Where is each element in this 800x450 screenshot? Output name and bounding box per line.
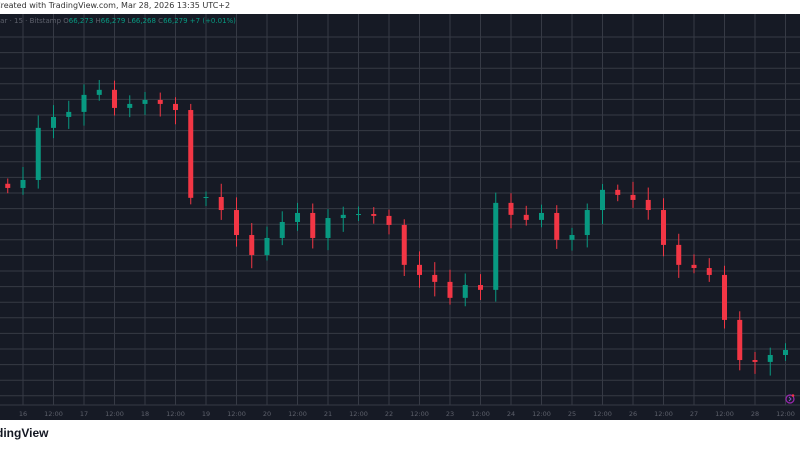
low-value: 66,268 — [131, 17, 156, 25]
x-tick-label: 12:00 — [593, 410, 612, 418]
x-tick-label: 12:00 — [410, 410, 429, 418]
x-tick-label: 17 — [80, 410, 88, 418]
candle-body — [264, 237, 270, 255]
candle-body — [340, 214, 346, 219]
candle-body — [249, 235, 255, 255]
x-tick-label: 12:00 — [471, 410, 490, 418]
candle-body — [218, 196, 224, 211]
candle-body — [554, 212, 560, 240]
candle-body — [584, 210, 590, 236]
magnet-icon[interactable] — [785, 394, 795, 404]
x-tick-label: 12:00 — [105, 410, 124, 418]
candle-body — [157, 99, 163, 104]
grid — [0, 14, 800, 405]
x-tick-label: 12:00 — [349, 410, 368, 418]
candle-body — [142, 99, 148, 104]
x-tick-label: 12:00 — [44, 410, 63, 418]
x-tick-label: 25 — [568, 410, 576, 418]
candle-body — [310, 212, 316, 238]
candle-body — [66, 111, 72, 117]
candle-body — [173, 103, 178, 111]
candle-body — [600, 189, 605, 211]
candle-body — [35, 127, 41, 180]
candle-body — [447, 281, 453, 298]
candle-body — [417, 264, 422, 275]
credit-text: Created with TradingView.com, Mar 28, 20… — [0, 1, 231, 10]
symbol-label: ollar · 15 · Bitstamp — [0, 17, 62, 25]
candle-body — [203, 196, 209, 198]
x-tick-label: 12:00 — [227, 410, 246, 418]
candle-body — [295, 212, 300, 223]
candle-body — [96, 89, 102, 95]
candle-body — [462, 285, 468, 298]
change-value: +7 (+0.01%) — [189, 17, 236, 25]
low-label: L — [127, 17, 132, 25]
x-tick-label: 12:00 — [776, 410, 795, 418]
candle-body — [478, 285, 483, 290]
time-axis[interactable]: 16 12:00 17 12:00 18 12:00 19 12:00 20 12:00 21 12:… — [19, 410, 795, 418]
candle-body — [81, 94, 87, 112]
candle-body — [615, 189, 621, 195]
candle-body — [523, 214, 529, 220]
candle-body — [279, 222, 285, 238]
x-tick-label: 12:00 — [166, 410, 185, 418]
x-tick-label: 12:00 — [288, 410, 307, 418]
candle-body — [737, 319, 743, 361]
open-label: O — [63, 17, 69, 25]
candle-body — [493, 202, 499, 290]
x-tick-label: 21 — [324, 410, 332, 418]
candle-body — [661, 210, 666, 245]
x-tick-label: 12:00 — [532, 410, 551, 418]
x-tick-label: 28 — [751, 410, 759, 418]
candle-body — [386, 215, 392, 225]
x-tick-label: 22 — [385, 410, 393, 418]
x-tick-label: 20 — [263, 410, 271, 418]
candle-body — [752, 360, 758, 362]
x-tick-label: 26 — [629, 410, 637, 418]
x-tick-label: 24 — [507, 410, 515, 418]
candle-body — [630, 194, 636, 200]
candle-body — [539, 212, 544, 220]
x-tick-label: 23 — [446, 410, 454, 418]
ohlc-legend: ollar · 15 · Bitstamp O66,273 H66,279 L6… — [0, 17, 236, 25]
high-label: H — [95, 17, 101, 25]
candle-body — [432, 274, 438, 282]
close-value: 66,279 — [163, 17, 188, 25]
candle-body — [645, 199, 651, 211]
candle-body — [356, 214, 361, 216]
candles — [5, 79, 788, 376]
x-tick-label: 19 — [202, 410, 210, 418]
high-value: 66,279 — [100, 17, 126, 25]
candle-body — [722, 274, 727, 320]
candle-body — [569, 235, 575, 240]
close-label: C — [158, 17, 164, 25]
price-chart[interactable]: 16 12:00 17 12:00 18 12:00 19 12:00 20 12:00 21 12:… — [0, 14, 800, 420]
candle-body — [325, 218, 331, 238]
open-value: 66,273 — [68, 17, 94, 25]
candle-body — [112, 89, 117, 108]
candle-body — [706, 268, 712, 275]
x-tick-label: 27 — [690, 410, 698, 418]
candle-body — [676, 244, 682, 265]
chart-svg[interactable]: 16 12:00 17 12:00 18 12:00 19 12:00 20 12:00 21 12:… — [0, 14, 800, 420]
candle-body — [5, 183, 11, 188]
top-bar: Created with TradingView.com, Mar 28, 20… — [0, 0, 800, 14]
candle-body — [234, 210, 239, 236]
candle-body — [188, 110, 194, 198]
candle-body — [20, 179, 26, 188]
candle-body — [371, 214, 377, 216]
candle-body — [691, 264, 697, 269]
x-tick-label: 12:00 — [715, 410, 734, 418]
candle-body — [767, 354, 773, 362]
candle-body — [783, 349, 788, 355]
candle-body — [51, 116, 56, 128]
x-tick-label: 16 — [19, 410, 27, 418]
x-tick-label: 12:00 — [654, 410, 673, 418]
candle-body — [508, 202, 514, 215]
candle-body — [127, 103, 133, 108]
candle-body — [401, 224, 407, 265]
tradingview-logo: TradingView — [0, 426, 49, 440]
x-tick-label: 18 — [141, 410, 149, 418]
